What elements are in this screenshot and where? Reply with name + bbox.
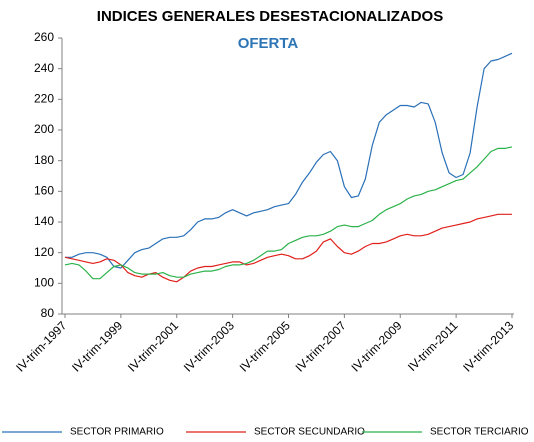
legend-label: SECTOR SECUNDARIO [254,427,365,438]
series-line [64,146,513,280]
x-tick-label: IV-trim-2013 [460,318,516,374]
y-tick-label: 240 [34,61,54,75]
x-tick-label: IV-trim-1997 [13,318,69,374]
y-tick-label: 220 [34,92,54,106]
x-tick-label: IV-trim-2007 [293,318,349,374]
x-tick-label: IV-trim-2003 [181,318,237,374]
x-tick-label: IV-trim-1999 [69,318,125,374]
series-line [64,213,512,283]
y-tick-label: 260 [34,30,54,44]
chart-subtitle: OFERTA [238,35,299,52]
legend-label: SECTOR PRIMARIO [70,427,164,438]
y-tick-label: 80 [41,306,55,320]
chart-title: INDICES GENERALES DESESTACIONALIZADOS [97,8,443,25]
y-tick-label: 160 [34,184,54,198]
x-tick-label: IV-trim-2005 [237,318,293,374]
y-tick-label: 120 [34,245,54,259]
x-tick-label: IV-trim-2001 [125,318,181,374]
y-tick-label: 200 [34,122,54,136]
x-tick-label: IV-trim-2011 [405,318,461,374]
series-line [65,52,513,269]
y-tick-label: 100 [34,276,54,290]
y-tick-label: 180 [34,153,54,167]
x-tick-label: IV-trim-2009 [348,318,404,374]
y-tick-label: 140 [34,214,54,228]
legend-label: SECTOR TERCIARIO [430,427,529,438]
